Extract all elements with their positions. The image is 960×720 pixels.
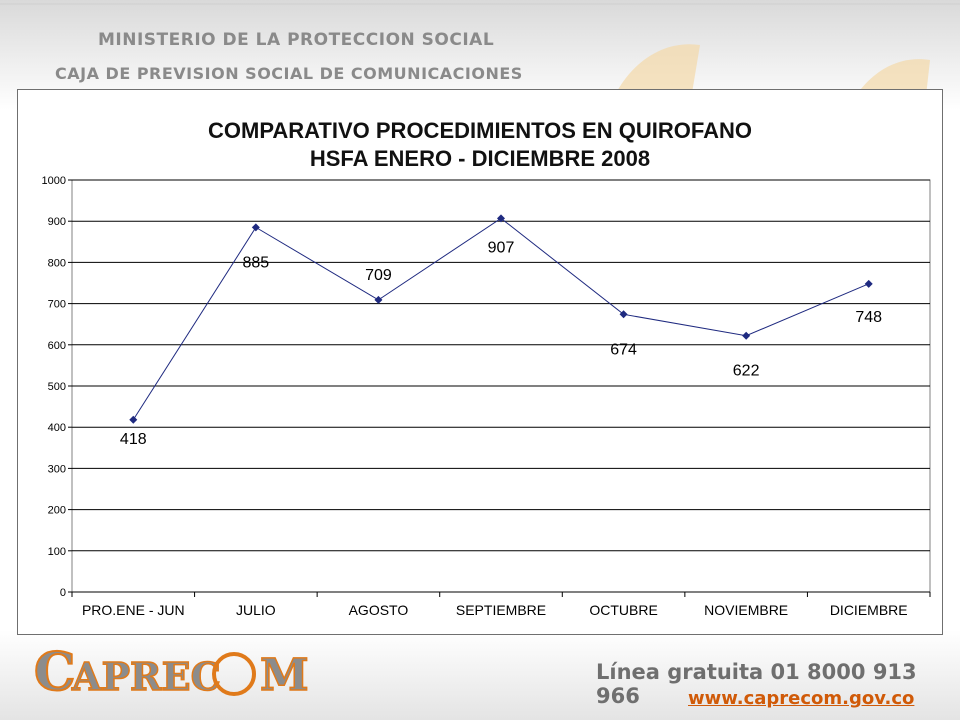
caprecom-logo: C APREC M [34, 641, 309, 700]
x-tick-label: NOVIEMBRE [704, 602, 788, 618]
y-tick-label: 300 [48, 463, 66, 475]
data-label: 885 [243, 254, 270, 271]
x-tick-label: SEPTIEMBRE [456, 602, 546, 618]
y-tick-label: 600 [48, 340, 66, 352]
y-tick-label: 800 [48, 257, 66, 269]
data-point [251, 223, 260, 232]
data-label: 907 [488, 239, 515, 256]
y-tick-label: 400 [48, 422, 66, 434]
chart-title: COMPARATIVO PROCEDIMIENTOS EN QUIROFANO [208, 118, 752, 143]
svg-text:APREC: APREC [71, 654, 221, 699]
data-label: 674 [610, 341, 637, 358]
y-tick-label: 900 [48, 216, 66, 228]
y-tick-label: 0 [60, 587, 66, 599]
data-point [619, 310, 628, 319]
x-tick-label: PRO.ENE - JUN [82, 602, 185, 618]
website-link[interactable]: www.caprecom.gov.co [688, 688, 915, 709]
x-tick-label: JULIO [236, 602, 276, 618]
x-tick-label: AGOSTO [349, 602, 409, 618]
y-tick-label: 500 [48, 381, 66, 393]
data-label: 622 [733, 363, 760, 380]
data-label: 748 [855, 309, 882, 326]
data-point [129, 415, 138, 424]
y-tick-label: 1000 [42, 175, 66, 187]
x-tick-label: OCTUBRE [589, 602, 657, 618]
agency-title: CAJA DE PREVISION SOCIAL DE COMUNICACION… [55, 64, 523, 83]
data-label: 709 [365, 267, 392, 284]
data-label: 418 [120, 431, 147, 448]
x-tick-label: DICIEMBRE [830, 602, 908, 618]
y-tick-label: 100 [48, 546, 66, 558]
data-point [864, 279, 873, 288]
svg-text:C: C [34, 642, 75, 700]
ministry-title: MINISTERIO DE LA PROTECCION SOCIAL [98, 30, 495, 50]
data-point [497, 214, 505, 223]
data-point [374, 295, 383, 304]
svg-text:M: M [260, 650, 309, 700]
y-tick-label: 200 [48, 505, 66, 517]
hotline-text: Línea gratuita 01 8000 913 966 [596, 660, 917, 708]
data-point [742, 331, 751, 340]
chart-subtitle: HSFA ENERO - DICIEMBRE 2008 [309, 146, 651, 171]
y-tick-label: 700 [48, 299, 66, 311]
